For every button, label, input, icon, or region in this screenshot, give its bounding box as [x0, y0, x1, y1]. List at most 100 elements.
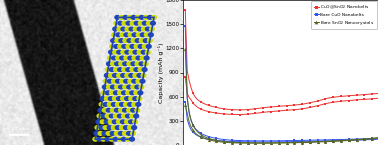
Circle shape [134, 45, 139, 48]
Circle shape [144, 56, 149, 60]
Circle shape [127, 85, 132, 89]
CuO@SnO$_2$ Nanobelts [362, 94, 367, 95]
Circle shape [135, 62, 140, 66]
Circle shape [124, 79, 129, 83]
Circle shape [127, 132, 131, 135]
Circle shape [130, 68, 135, 71]
Circle shape [119, 108, 123, 112]
Circle shape [113, 91, 118, 95]
Circle shape [129, 27, 134, 31]
Circle shape [121, 27, 126, 31]
Circle shape [135, 108, 139, 112]
CuO@SnO$_2$ Nanobelts [300, 103, 304, 105]
Circle shape [144, 33, 149, 37]
Circle shape [125, 97, 130, 100]
Circle shape [123, 39, 128, 42]
Circle shape [105, 137, 110, 141]
Circle shape [122, 114, 126, 118]
Bare CuO Nanobelts [376, 137, 378, 139]
Line: Bare SnO$_2$ Nanocrystals: Bare SnO$_2$ Nanocrystals [184, 48, 378, 144]
Circle shape [115, 62, 119, 66]
Circle shape [130, 21, 135, 25]
Circle shape [103, 126, 108, 129]
Circle shape [125, 137, 130, 141]
Circle shape [138, 91, 143, 95]
Circle shape [124, 56, 129, 60]
Circle shape [122, 132, 127, 135]
Circle shape [112, 120, 117, 124]
Circle shape [129, 74, 134, 77]
Circle shape [115, 126, 120, 129]
Bare SnO$_2$ Nanocrystals [376, 137, 378, 138]
Circle shape [146, 45, 151, 48]
Bare SnO$_2$ Nanocrystals [220, 140, 225, 142]
Circle shape [114, 21, 119, 25]
Circle shape [147, 39, 152, 42]
Text: 20 nm: 20 nm [12, 126, 26, 130]
Circle shape [125, 114, 130, 118]
Circle shape [126, 21, 131, 25]
Circle shape [125, 27, 130, 31]
Circle shape [110, 91, 114, 95]
Circle shape [102, 108, 107, 112]
CuO@SnO$_2$ Nanobelts [228, 109, 232, 110]
Circle shape [125, 50, 130, 54]
Circle shape [103, 103, 108, 106]
Circle shape [132, 126, 136, 129]
Circle shape [115, 108, 119, 112]
Circle shape [122, 45, 127, 48]
Circle shape [139, 85, 144, 89]
Circle shape [123, 16, 128, 19]
Circle shape [109, 137, 114, 141]
Bare CuO Nanobelts [300, 139, 304, 141]
Circle shape [107, 126, 112, 129]
Circle shape [124, 126, 128, 129]
Bare SnO$_2$ Nanocrystals [228, 141, 232, 143]
Circle shape [150, 21, 155, 25]
Bare CuO Nanobelts [183, 25, 187, 27]
Circle shape [131, 16, 136, 19]
Circle shape [93, 137, 98, 141]
Circle shape [118, 137, 122, 141]
Circle shape [130, 45, 135, 48]
Circle shape [138, 21, 143, 25]
Circle shape [109, 114, 114, 118]
Circle shape [133, 97, 138, 100]
Circle shape [104, 120, 109, 124]
Circle shape [102, 85, 107, 89]
Circle shape [131, 85, 136, 89]
Circle shape [122, 108, 127, 112]
Circle shape [138, 45, 143, 48]
Circle shape [114, 68, 118, 71]
Circle shape [97, 114, 102, 118]
Circle shape [140, 79, 145, 83]
Circle shape [132, 103, 136, 106]
Circle shape [112, 126, 116, 129]
Circle shape [108, 56, 112, 60]
Circle shape [130, 114, 135, 118]
Circle shape [101, 91, 106, 95]
Circle shape [119, 85, 124, 89]
Circle shape [139, 39, 144, 42]
Bare SnO$_2$ Nanocrystals [251, 142, 256, 144]
Circle shape [128, 56, 133, 60]
Circle shape [147, 21, 151, 25]
Circle shape [107, 79, 112, 83]
Circle shape [135, 16, 140, 19]
CuO@SnO$_2$ Nanobelts [376, 93, 378, 94]
Circle shape [139, 62, 144, 66]
Bare CuO Nanobelts [284, 140, 289, 142]
Circle shape [114, 45, 119, 48]
Circle shape [116, 97, 121, 100]
Circle shape [121, 120, 125, 124]
Circle shape [112, 103, 116, 106]
Circle shape [134, 91, 139, 95]
Circle shape [110, 108, 115, 112]
Circle shape [129, 50, 134, 54]
Circle shape [131, 39, 136, 42]
Circle shape [149, 33, 153, 37]
Circle shape [94, 132, 99, 135]
Circle shape [120, 79, 124, 83]
Circle shape [118, 68, 122, 71]
Circle shape [139, 16, 144, 19]
